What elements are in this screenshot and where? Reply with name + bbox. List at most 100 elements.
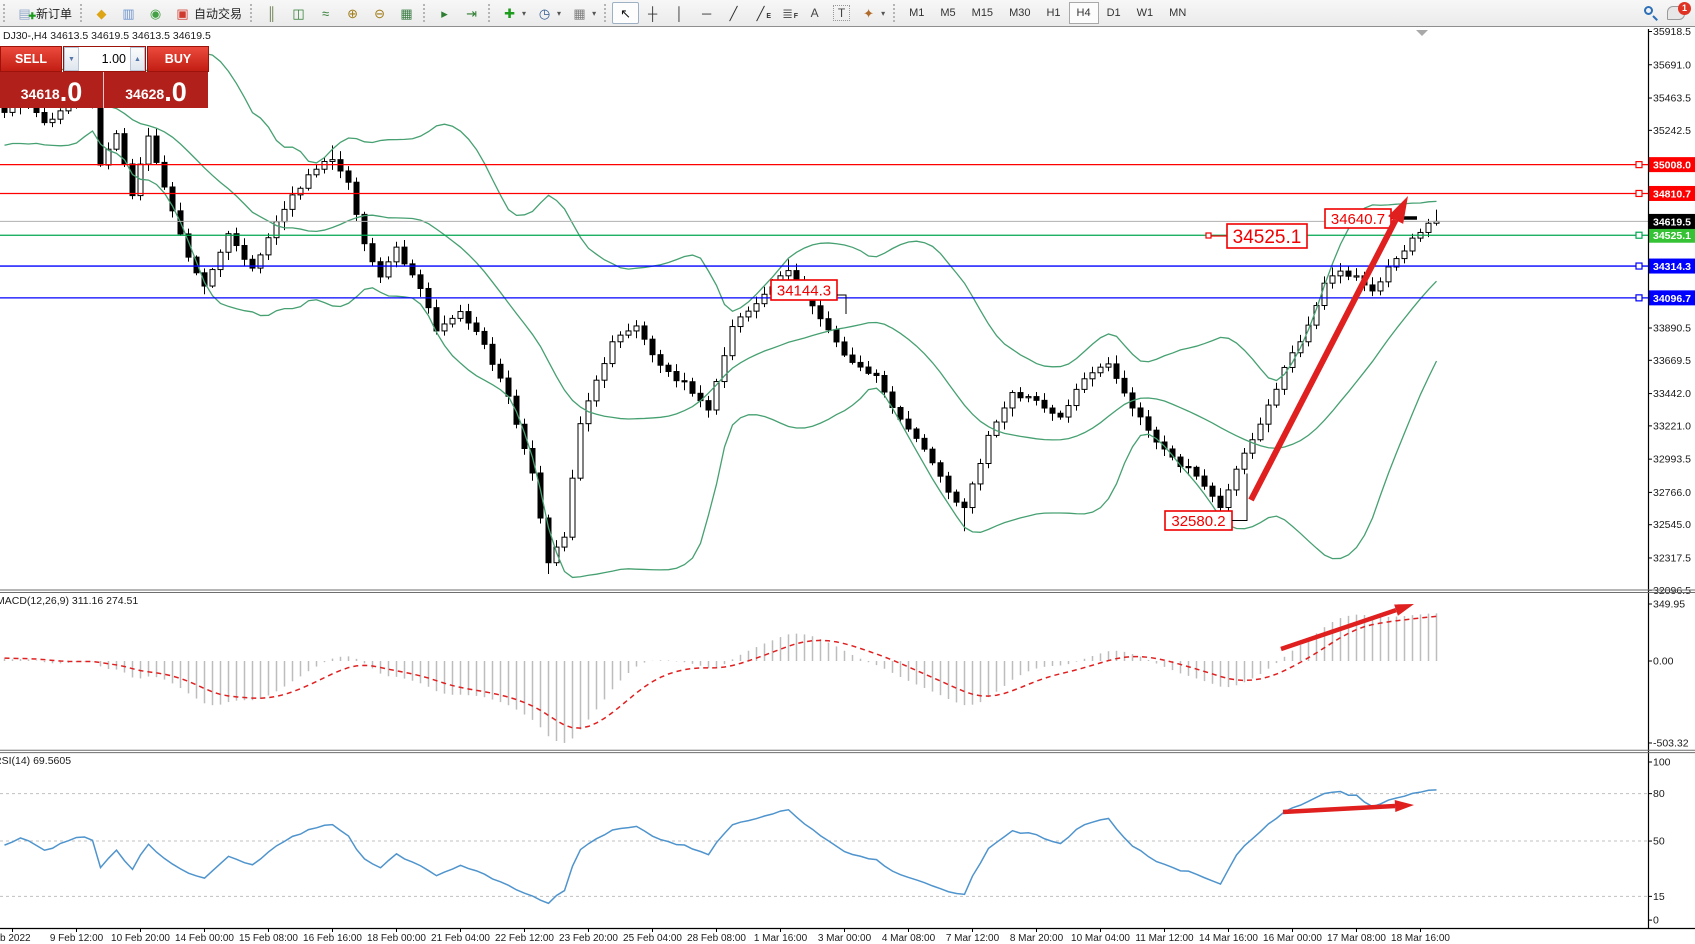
time-axis-label: 7 Mar 12:00 <box>946 933 1000 944</box>
volume-decrease-button[interactable]: ▼ <box>64 47 79 71</box>
timeframe-d1[interactable]: D1 <box>1106 7 1121 19</box>
time-axis-label: 21 Feb 04:00 <box>431 933 490 944</box>
label-button[interactable]: T <box>828 2 855 24</box>
time-axis-label: 3 Mar 00:00 <box>818 933 872 944</box>
annotation-34144.3[interactable]: 34144.3 <box>770 279 847 314</box>
channel-button[interactable]: ╱ E <box>747 2 774 24</box>
sell-button[interactable]: SELL <box>0 46 62 72</box>
periods-button[interactable]: ◷ ▾ <box>531 2 566 24</box>
cursor-icon: ↖ <box>620 5 632 21</box>
annotation-32580.2[interactable]: 32580.2 <box>1164 473 1248 531</box>
search-icon[interactable] <box>1644 5 1659 21</box>
macd-rally-arrow[interactable] <box>1280 604 1414 652</box>
trendline-button[interactable]: ╱ <box>720 2 747 24</box>
candlestick-button[interactable]: ◫ <box>285 2 312 24</box>
new-order-label: 新订单 <box>36 6 73 21</box>
timeframe-h4[interactable]: H4 <box>1068 2 1099 24</box>
time-axis-label: 22 Feb 12:00 <box>495 933 554 944</box>
timeframe-m1[interactable]: M1 <box>909 7 925 19</box>
toolbar-grip[interactable] <box>3 4 8 22</box>
timeframe-h1[interactable]: H1 <box>1046 7 1061 19</box>
buy-button[interactable]: BUY <box>147 46 209 72</box>
chat-icon[interactable]: 1 <box>1667 2 1691 20</box>
toolbar-grip[interactable] <box>250 4 255 22</box>
price-axis-label: 33890.5 <box>1653 323 1691 335</box>
news-button[interactable]: ▥ <box>115 2 142 24</box>
timeframe-m30[interactable]: M30 <box>1009 7 1031 19</box>
toolbar-grip[interactable] <box>893 4 898 22</box>
volume-input[interactable] <box>79 47 130 71</box>
autotrade-label: 自动交易 <box>194 6 243 21</box>
timeframe-mn[interactable]: MN <box>1169 7 1187 19</box>
candlestick-icon: ◫ <box>292 5 305 21</box>
chart-shift-button[interactable]: ⇥ <box>458 2 485 24</box>
cursor-button[interactable]: ↖ <box>612 2 640 24</box>
timeframe-m15[interactable]: M15 <box>971 7 994 19</box>
rsi-rally-arrow[interactable] <box>1282 800 1414 815</box>
autotrade-button[interactable]: ▣ 自动交易 <box>169 2 247 24</box>
timeframe-m5[interactable]: M5 <box>940 7 956 19</box>
time-axis-label: 10 Feb 20:00 <box>111 933 170 944</box>
price-axis-label: 32545.0 <box>1653 519 1691 531</box>
volume-increase-button[interactable]: ▲ <box>130 47 145 71</box>
gold-button[interactable]: ◆ <box>88 2 115 24</box>
line-chart-button[interactable]: ≈ <box>312 2 339 24</box>
time-axis-label: 9 Feb 12:00 <box>50 933 104 944</box>
svg-text:34640.7: 34640.7 <box>1331 211 1385 228</box>
vertical-line-button[interactable]: │ <box>666 2 693 24</box>
time-axis-label: eb 2022 <box>0 933 31 944</box>
axis-price-badge: 34525.1 <box>1653 230 1691 242</box>
zoom-out-button[interactable]: ⊖ <box>366 2 393 24</box>
toolbar-grip[interactable] <box>604 4 609 22</box>
signal-button[interactable]: ◉ <box>142 2 169 24</box>
time-axis-label: 16 Feb 16:00 <box>303 933 362 944</box>
time-axis-label: 18 Mar 16:00 <box>1391 933 1450 944</box>
auto-scroll-icon: ▸ <box>441 5 448 21</box>
price-axis-label: 32317.5 <box>1653 552 1691 564</box>
annotation-34640.7[interactable]: 34640.7 <box>1324 208 1403 229</box>
templates-button[interactable]: ▦ ▾ <box>566 2 601 24</box>
autotrade-icon: ▣ <box>176 5 189 21</box>
price-rally-arrow[interactable] <box>1248 196 1408 502</box>
time-axis-label: 10 Mar 04:00 <box>1071 933 1130 944</box>
macd-axis-label: -503.32 <box>1653 737 1689 749</box>
bar-chart-button[interactable]: ║ <box>258 2 285 24</box>
zoom-in-button[interactable]: ⊕ <box>339 2 366 24</box>
tile-windows-button[interactable]: ▦ <box>393 2 420 24</box>
zoom-out-icon: ⊖ <box>374 5 385 21</box>
svg-text:32580.2: 32580.2 <box>1171 513 1225 530</box>
axis-price-badge: 34619.5 <box>1653 216 1691 228</box>
annotation-34525.1[interactable]: 34525.1 <box>1205 223 1308 249</box>
shapes-button[interactable]: ✦ ▾ <box>855 2 890 24</box>
toolbar-grip[interactable] <box>423 4 428 22</box>
tile-windows-icon: ▦ <box>400 5 413 21</box>
new-order-button[interactable]: ▤ ✚ 新订单 <box>11 2 77 24</box>
indicators-icon: ✚ <box>504 5 515 21</box>
vertical-line-icon: │ <box>675 5 684 21</box>
timeframe-w1[interactable]: W1 <box>1136 7 1154 19</box>
zoom-in-icon: ⊕ <box>347 5 358 21</box>
price-axis-label: 35463.5 <box>1653 93 1691 105</box>
rsi-axis-label: 0 <box>1653 915 1659 927</box>
svg-text:34144.3: 34144.3 <box>777 282 831 299</box>
buy-price[interactable]: 34628.0 <box>104 72 208 108</box>
macd-axis-label: 0.00 <box>1653 656 1674 668</box>
text-button[interactable]: A <box>801 2 828 24</box>
sell-price[interactable]: 34618.0 <box>0 72 104 108</box>
auto-scroll-button[interactable]: ▸ <box>431 2 458 24</box>
indicators-button[interactable]: ✚ ▾ <box>496 2 531 24</box>
crosshair-icon: ┼ <box>647 5 658 21</box>
axis-price-badge: 34096.7 <box>1653 293 1691 305</box>
templates-icon: ▦ <box>573 5 586 21</box>
chevron-down-icon: ▾ <box>557 8 562 18</box>
symbol-ohlc: DJ30-,H4 34613.5 34619.5 34613.5 34619.5 <box>3 30 211 42</box>
crosshair-button[interactable]: ┼ <box>639 2 666 24</box>
channel-icon: ╱ E <box>756 5 772 21</box>
toolbar-grip[interactable] <box>488 4 493 22</box>
toolbar-grip[interactable] <box>80 4 85 22</box>
horizontal-line-button[interactable]: ─ <box>693 2 720 24</box>
fibonacci-button[interactable]: ≣ F <box>774 2 801 24</box>
sell-price-main: 34618 <box>20 86 60 102</box>
bar-chart-icon: ║ <box>266 5 277 21</box>
